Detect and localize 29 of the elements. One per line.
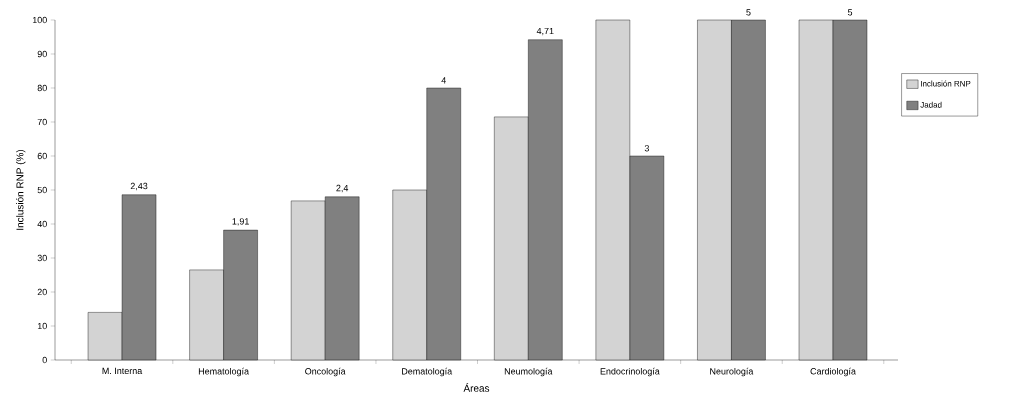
y-tick-label: 100 [32, 16, 47, 24]
y-tick-label: 50 [37, 186, 47, 194]
x-tick-label: Dematología [402, 367, 453, 377]
y-tick-label: 10 [37, 322, 47, 330]
x-tick-label: Hematología [198, 367, 250, 377]
x-tick-label: Cardiología [810, 367, 856, 377]
data-label: 1,91 [232, 218, 249, 226]
data-label: 4,71 [536, 27, 554, 36]
y-tick-label: 90 [37, 50, 47, 58]
y-tick-label: 70 [37, 118, 47, 126]
data-label: 2,43 [130, 182, 148, 191]
x-axis-title: Áreas [463, 383, 490, 392]
x-tick-label: Oncología [305, 367, 346, 377]
data-label: 2,4 [336, 184, 349, 193]
data-label: 3 [644, 145, 649, 152]
x-tick-label: Neumología [504, 367, 553, 377]
data-label: 5 [746, 9, 751, 16]
x-tick-label: M. Interna [102, 367, 143, 375]
y-tick-label: 40 [37, 220, 47, 228]
x-tick-label: Endocrinología [600, 367, 660, 377]
data-label: 4 [441, 77, 446, 84]
y-tick-label: 30 [37, 254, 47, 262]
y-tick-label: 80 [37, 84, 47, 92]
y-tick-label: 0 [42, 356, 47, 364]
y-tick-label: 20 [37, 288, 47, 296]
data-label: 5 [847, 9, 853, 16]
y-tick-label: 60 [37, 152, 47, 160]
x-tick-label: Neurología [710, 367, 754, 377]
y-axis-title: Inclusión RNP (%) [16, 149, 26, 230]
